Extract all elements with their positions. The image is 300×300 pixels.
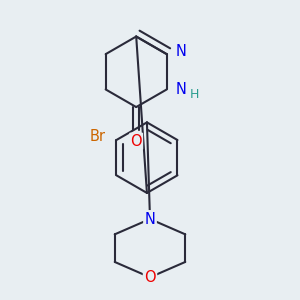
Text: O: O [130, 134, 142, 149]
Text: H: H [190, 88, 199, 100]
Text: Br: Br [90, 130, 106, 145]
Text: N: N [176, 82, 187, 97]
Text: O: O [144, 270, 156, 285]
Text: N: N [176, 44, 187, 59]
Text: N: N [145, 212, 155, 226]
